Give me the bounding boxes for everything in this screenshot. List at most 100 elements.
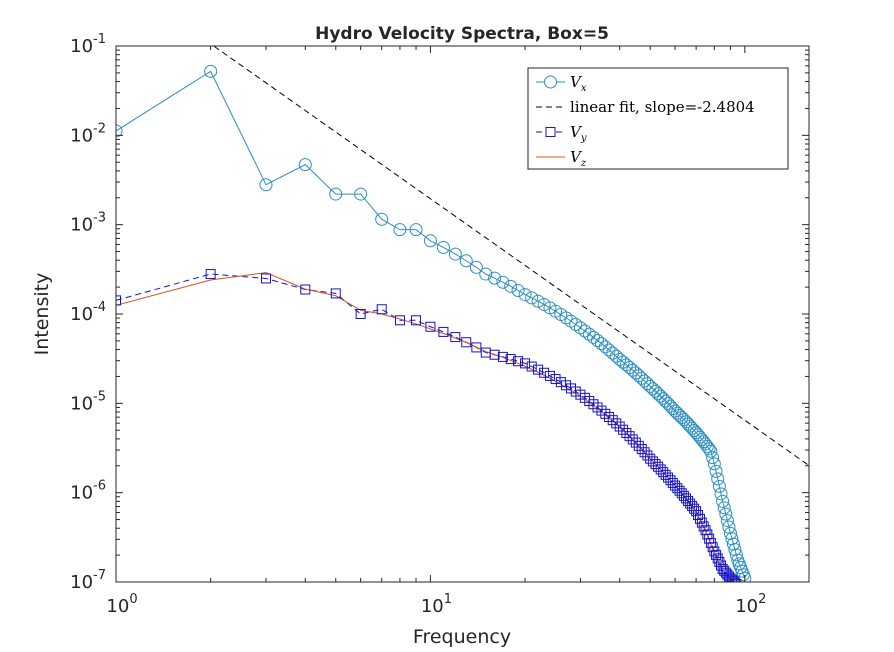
series-2-point-23	[544, 370, 555, 381]
series-line-1	[212, 46, 809, 466]
series-0-point-56	[661, 397, 675, 411]
series-0-point-12	[459, 254, 473, 268]
series-0-point-84	[716, 494, 730, 508]
series-2-point-43	[627, 434, 638, 445]
series-0-point-93	[729, 548, 743, 562]
series-0-point-50	[646, 382, 660, 396]
series-0-point-29	[573, 321, 587, 335]
series-0-point-59	[668, 404, 682, 418]
series-2-point-39	[614, 421, 625, 432]
series-0-point-6	[375, 212, 389, 226]
legend-marker-2	[545, 127, 556, 137]
series-2-point-4	[330, 288, 341, 299]
series-2-point-1	[205, 269, 216, 280]
series-2-point-34	[596, 405, 607, 416]
series-0-point-1	[204, 64, 218, 78]
series-0-point-77	[704, 444, 718, 458]
series-2-point-11	[450, 332, 461, 343]
series-2-point-15	[489, 349, 500, 360]
series-0-point-49	[643, 379, 657, 393]
series-2-point-92	[729, 577, 740, 582]
series-0-point-57	[663, 399, 677, 413]
series-0-point-5	[354, 187, 368, 201]
legend-label-2: Vy	[570, 123, 587, 144]
series-0-point-20	[525, 291, 539, 305]
series-0-point-32	[586, 330, 600, 344]
y-tick-label-5: 10-2	[70, 121, 106, 146]
series-0-point-86	[719, 507, 733, 521]
series-2-point-46	[636, 444, 647, 455]
series-2-point-81	[712, 553, 723, 564]
series-0-point-14	[479, 267, 493, 281]
series-0-point-55	[659, 394, 673, 408]
series-2-point-38	[611, 418, 622, 429]
legend-box	[527, 67, 789, 170]
legend-marker-0	[544, 75, 557, 89]
series-2-point-51	[650, 459, 661, 470]
series-0-point-0	[116, 124, 123, 138]
series-0-point-3	[298, 158, 312, 172]
series-0-point-81	[711, 472, 725, 486]
series-2-point-45	[633, 440, 644, 451]
series-2-point-10	[438, 326, 449, 337]
series-2-point-50	[647, 456, 658, 467]
series-0-point-15	[488, 271, 502, 285]
series-0-point-54	[656, 392, 670, 406]
series-2-point-69	[691, 506, 702, 517]
series-0-point-27	[564, 314, 578, 328]
series-0-point-16	[496, 275, 510, 289]
series-0-point-60	[670, 406, 684, 420]
y-axis-label: Intensity	[31, 273, 53, 356]
series-0-point-80	[709, 464, 723, 478]
series-2-point-8	[411, 315, 422, 326]
series-2-point-25	[555, 377, 566, 388]
series-0-point-11	[448, 247, 462, 261]
series-0-point-83	[714, 487, 728, 501]
series-2-point-68	[689, 503, 700, 514]
series-2-point-3	[300, 284, 311, 295]
series-2-point-9	[425, 321, 436, 332]
x-tick-label-2: 102	[735, 592, 766, 617]
x-tick-label-1: 101	[421, 592, 452, 617]
series-0-point-8	[409, 223, 423, 237]
series-0-point-58	[666, 402, 680, 416]
y-tick-label-3: 10-4	[70, 300, 106, 325]
legend-label-0: Vx	[570, 73, 587, 94]
series-2-point-2	[261, 273, 272, 284]
series-0-point-75	[700, 440, 714, 453]
x-tick-label-0: 100	[106, 592, 137, 617]
series-2-point-19	[520, 358, 531, 369]
y-tick-label-6: 10-1	[70, 32, 106, 57]
y-tick-label-4: 10-3	[70, 211, 106, 236]
series-0-point-78	[706, 451, 720, 465]
series-0-point-87	[720, 514, 734, 528]
series-0-point-19	[518, 288, 532, 302]
series-0-point-82	[712, 479, 726, 493]
series-0-point-9	[423, 234, 437, 248]
y-tick-label-2: 10-5	[70, 389, 106, 414]
series-0-point-18	[511, 283, 525, 297]
series-2-point-36	[604, 411, 615, 422]
series-2-point-17	[505, 354, 516, 365]
series-2-point-33	[592, 402, 603, 413]
series-2-point-80	[711, 549, 722, 560]
series-2-point-12	[461, 337, 472, 348]
series-0-point-39	[613, 352, 627, 366]
series-2-point-40	[618, 424, 629, 435]
series-2-point-42	[624, 431, 635, 442]
series-2-point-93	[731, 578, 742, 582]
series-0-point-31	[582, 327, 596, 341]
y-tick-labels: 10-7 10-6 10-5 10-4 10-3 10-2 10-1	[70, 32, 106, 593]
series-2-point-52	[653, 461, 664, 472]
series-0-point-30	[578, 324, 592, 338]
series-2-point-0	[116, 295, 121, 306]
series-0-point-79	[707, 457, 721, 471]
series-2-point-47	[639, 447, 650, 458]
legend-label-1: linear fit, slope=-2.4804	[570, 98, 755, 116]
series-2-point-91	[728, 576, 739, 582]
series-2-point-71	[694, 513, 705, 524]
series-0-point-88	[722, 520, 736, 534]
series-0-point-51	[649, 384, 663, 398]
chart-title: Hydro Velocity Spectra, Box=5	[315, 24, 609, 44]
